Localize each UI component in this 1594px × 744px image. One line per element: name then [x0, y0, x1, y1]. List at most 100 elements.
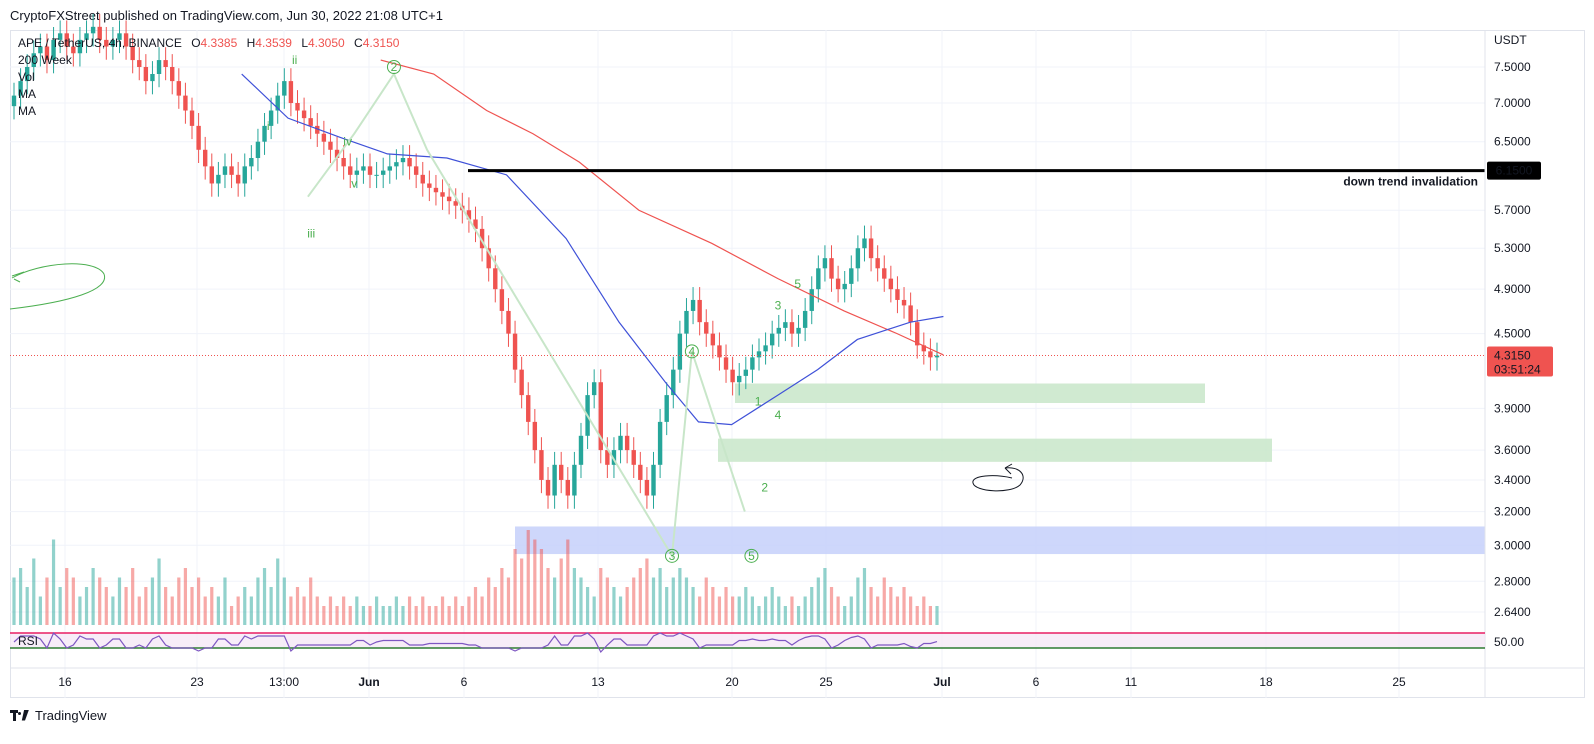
low-value: 4.3050: [308, 36, 345, 50]
candle-body: [176, 81, 182, 96]
volume-bar: [876, 596, 880, 625]
volume-bar: [84, 587, 89, 625]
wave-label: 1: [755, 395, 762, 409]
volume-bar: [216, 596, 220, 625]
wave-label: 5: [748, 549, 755, 563]
candle-body: [684, 310, 689, 334]
volume-bar: [289, 596, 293, 625]
candle-body: [354, 170, 360, 175]
volume-bar: [309, 577, 313, 625]
candle-body: [506, 310, 511, 334]
wave-label: iv: [343, 135, 352, 149]
wave-label: i: [267, 119, 270, 133]
volume-bar: [691, 587, 695, 625]
wave-label: 5: [794, 277, 801, 291]
candle-body: [611, 450, 617, 465]
candle-body: [618, 435, 623, 451]
volume-bar: [335, 606, 339, 625]
volume-bar: [131, 568, 135, 625]
wave-label: iii: [307, 227, 315, 241]
volume-bar: [763, 596, 768, 625]
volume-bar: [144, 587, 148, 625]
volume-bar: [447, 606, 451, 625]
indicator-ma-2[interactable]: MA: [18, 104, 36, 118]
candle-body: [341, 158, 346, 167]
volume-bar: [533, 539, 537, 625]
volume-bar: [262, 568, 267, 625]
volume-bar: [348, 606, 352, 625]
x-tick-label: 25: [1392, 675, 1406, 689]
volume-bar: [249, 596, 253, 625]
candle-body: [677, 333, 683, 370]
currency-label: USDT: [1494, 33, 1527, 47]
candle-body: [413, 166, 419, 175]
candle-body: [783, 322, 788, 328]
candle-body: [374, 174, 379, 176]
indicator-vol[interactable]: Vol: [18, 70, 35, 84]
y-tick-label: 6.5000: [1494, 135, 1531, 149]
candle-body: [288, 81, 294, 104]
wave-circle: [684, 344, 699, 359]
candle-body: [196, 125, 201, 150]
candle-body: [499, 289, 505, 311]
volume-bar: [889, 587, 893, 625]
candle-body: [262, 125, 267, 142]
candle-body: [835, 278, 841, 290]
candle-body: [704, 322, 709, 334]
support-zone: [515, 526, 1485, 555]
candle-body: [137, 60, 142, 67]
high-value: 4.3539: [255, 36, 292, 50]
indicator-ma-1[interactable]: MA: [18, 87, 36, 101]
candle-body: [315, 125, 320, 134]
candle-body: [202, 149, 208, 167]
candle-body: [77, 39, 83, 54]
volume-bar: [915, 606, 919, 625]
y-tick-label: 3.9000: [1494, 401, 1531, 415]
volume-bar: [572, 568, 576, 625]
wave-label: 3: [775, 298, 782, 312]
rsi-level-label: 50.00: [1494, 635, 1524, 649]
volume-bar: [487, 577, 491, 625]
indicator-200-week[interactable]: 200 Week: [18, 53, 72, 67]
footer-brand[interactable]: TradingView: [10, 708, 107, 723]
rsi-label[interactable]: RSI: [18, 634, 39, 648]
y-tick-label: 7.0000: [1494, 96, 1531, 110]
candle-body: [664, 395, 669, 422]
candle-body: [427, 183, 432, 188]
volume-bar: [170, 596, 174, 625]
candle-body: [849, 268, 854, 284]
candle-body: [407, 158, 412, 167]
volume-bar: [651, 577, 656, 625]
volume-bar: [210, 587, 214, 625]
volume-bar: [520, 558, 524, 625]
symbol-label[interactable]: APE / TetherUS, 4h, BINANCE: [18, 36, 182, 50]
volume-bar: [45, 577, 49, 625]
volume-bar: [71, 577, 75, 625]
volume-bar: [513, 549, 517, 625]
x-tick-label: Jul: [933, 675, 950, 689]
volume-bar: [164, 587, 168, 625]
volume-bar: [711, 587, 715, 625]
volume-bar: [361, 606, 366, 625]
low-key: L: [301, 36, 308, 50]
volume-bar: [421, 596, 425, 625]
candle-body: [110, 39, 116, 47]
candle-body: [361, 166, 366, 171]
freehand-black-loop: [972, 467, 1024, 492]
high-key: H: [246, 36, 256, 50]
candle-body: [697, 299, 702, 323]
open-key: O: [191, 36, 201, 50]
candle-body: [796, 327, 801, 334]
candle-body: [710, 333, 716, 346]
volume-bar: [137, 596, 141, 625]
candle-body: [565, 479, 570, 496]
candle-body: [334, 149, 340, 159]
x-tick-label: 13:00: [269, 675, 299, 689]
volume-bar: [203, 596, 207, 625]
volume-bar: [612, 587, 616, 625]
candle-body: [235, 174, 241, 184]
candle-body: [321, 133, 327, 142]
volume-bar: [869, 587, 873, 625]
candle-body: [433, 187, 439, 193]
